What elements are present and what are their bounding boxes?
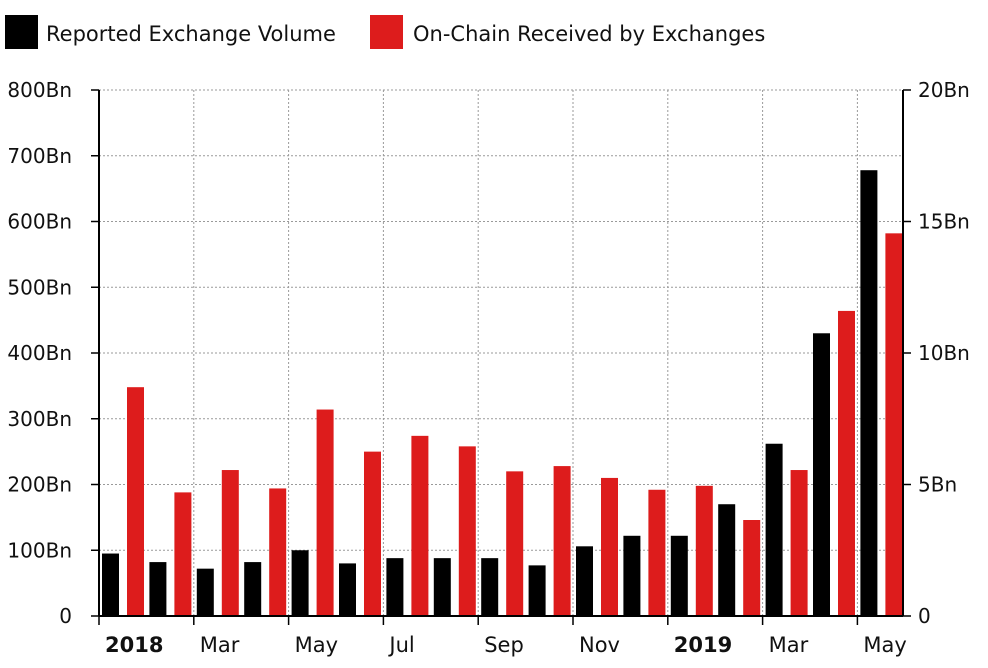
bar-on-chain-received — [885, 233, 903, 616]
bar-reported-exchange-volume — [813, 333, 830, 616]
x-axis-ticks: 2018 Mar May Jul Sep Nov 2019 Mar May — [98, 616, 907, 657]
bar-reported-exchange-volume — [765, 443, 783, 616]
legend: Reported Exchange Volume On-Chain Receiv… — [5, 15, 765, 49]
left-tick-label: 400Bn — [7, 341, 72, 365]
right-tick-label: 20Bn — [918, 78, 970, 102]
bar-on-chain-received — [790, 470, 808, 616]
left-tick-label: 500Bn — [7, 275, 72, 299]
bar-on-chain-received — [838, 310, 855, 616]
x-tick-label: 2019 — [674, 633, 732, 657]
left-axis-ticks: 0 100Bn 200Bn 300Bn 400Bn 500Bn 600Bn 700Bn 800B… — [7, 78, 99, 628]
left-tick-label: 600Bn — [7, 210, 72, 234]
x-tick-label: May — [295, 633, 338, 657]
legend-swatch-onchain — [370, 15, 403, 49]
bar-reported-exchange-volume — [481, 558, 499, 616]
bar-on-chain-received — [364, 451, 381, 616]
bar-on-chain-received — [553, 466, 571, 616]
left-tick-label: 200Bn — [7, 473, 72, 497]
bars — [102, 170, 903, 616]
bar-reported-exchange-volume — [528, 565, 546, 616]
x-tick-label: Sep — [484, 633, 524, 657]
bar-on-chain-received — [458, 446, 476, 616]
x-tick-label: Mar — [769, 633, 809, 657]
bar-on-chain-received — [506, 471, 524, 616]
bar-on-chain-received — [648, 489, 666, 616]
legend-label-reported: Reported Exchange Volume — [46, 22, 336, 46]
legend-label-onchain: On-Chain Received by Exchanges — [413, 22, 765, 46]
bar-reported-exchange-volume — [102, 553, 119, 616]
bar-on-chain-received — [127, 387, 144, 616]
x-tick-label: Jul — [387, 633, 414, 657]
right-tick-label: 5Bn — [918, 473, 957, 497]
bar-on-chain-received — [601, 477, 618, 616]
bar-on-chain-received — [221, 470, 239, 616]
bar-reported-exchange-volume — [244, 562, 262, 616]
right-tick-label: 10Bn — [918, 341, 970, 365]
left-tick-label: 700Bn — [7, 144, 72, 168]
left-tick-label: 0 — [59, 604, 72, 628]
x-tick-label: Mar — [200, 633, 240, 657]
legend-swatch-reported — [5, 15, 38, 49]
right-tick-label: 0 — [918, 604, 931, 628]
right-axis-ticks: 0 5Bn 10Bn 15Bn 20Bn — [903, 78, 970, 628]
right-tick-label: 15Bn — [918, 210, 970, 234]
bar-on-chain-received — [743, 520, 761, 616]
bar-reported-exchange-volume — [433, 558, 451, 616]
bar-reported-exchange-volume — [339, 563, 356, 616]
bar-reported-exchange-volume — [623, 535, 641, 616]
bar-reported-exchange-volume — [196, 568, 214, 616]
bar-on-chain-received — [695, 485, 713, 616]
bar-on-chain-received — [316, 409, 334, 616]
x-tick-label: May — [863, 633, 906, 657]
bar-reported-exchange-volume — [291, 550, 309, 616]
bar-on-chain-received — [411, 435, 429, 616]
left-tick-label: 100Bn — [7, 538, 72, 562]
bar-reported-exchange-volume — [718, 504, 736, 616]
bar-reported-exchange-volume — [386, 558, 404, 616]
x-tick-label: 2018 — [105, 633, 163, 657]
left-tick-label: 800Bn — [7, 78, 72, 102]
x-tick-label: Nov — [579, 633, 620, 657]
bar-reported-exchange-volume — [149, 562, 167, 616]
left-tick-label: 300Bn — [7, 407, 72, 431]
bar-reported-exchange-volume — [576, 546, 593, 616]
bar-on-chain-received — [269, 488, 287, 616]
bar-reported-exchange-volume — [860, 170, 878, 616]
bar-reported-exchange-volume — [670, 535, 688, 616]
bar-on-chain-received — [174, 492, 192, 616]
